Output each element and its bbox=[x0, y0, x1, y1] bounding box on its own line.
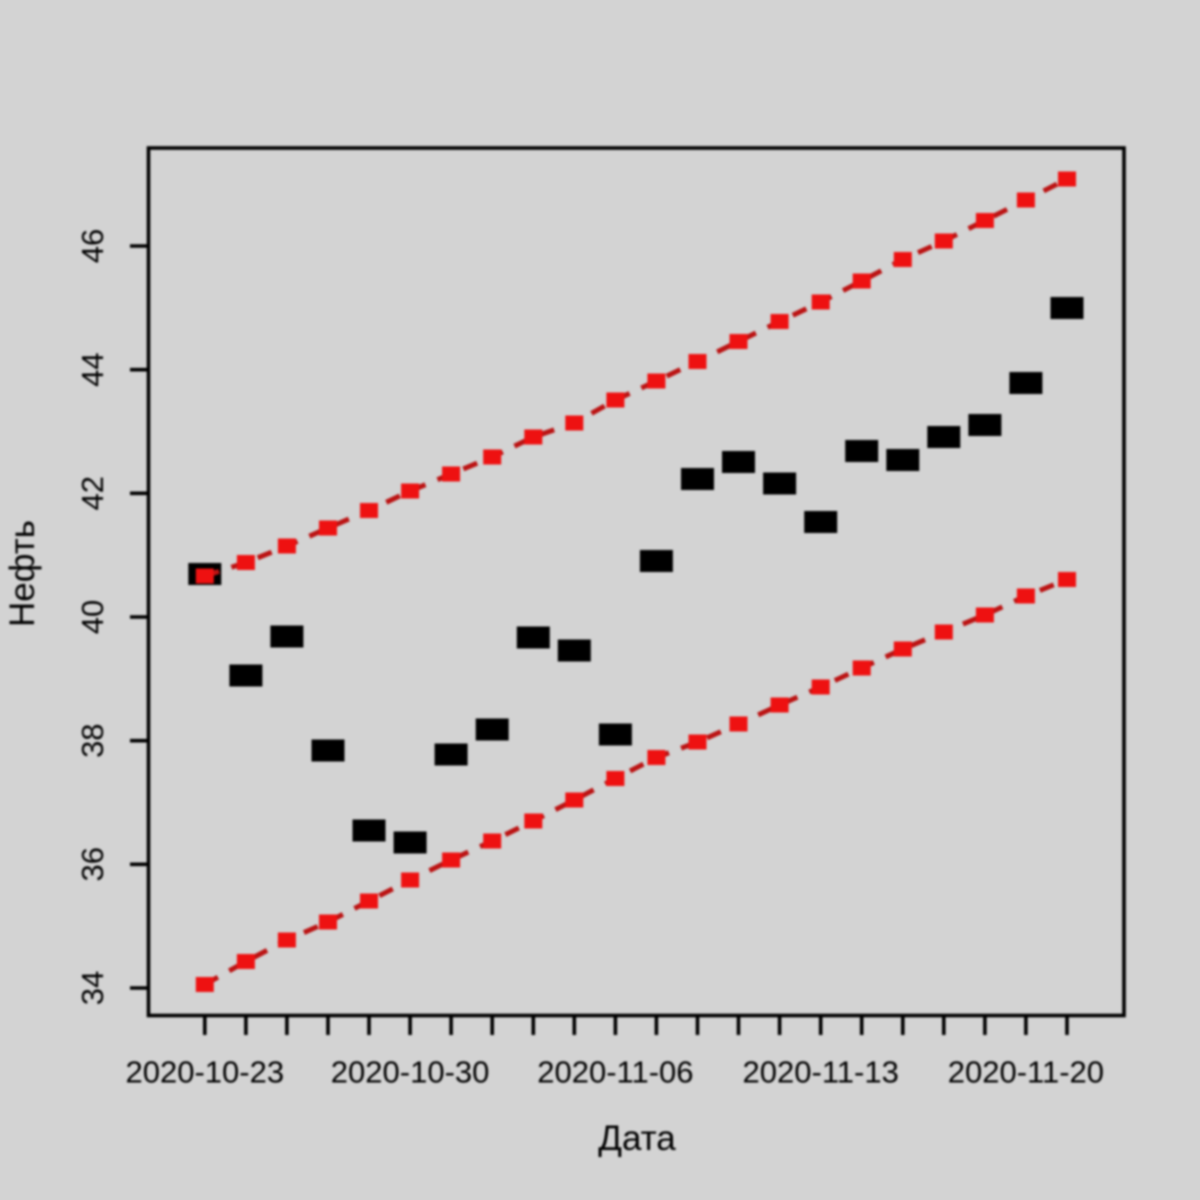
svg-text:2020-10-23: 2020-10-23 bbox=[126, 1055, 285, 1090]
svg-text:38: 38 bbox=[75, 723, 110, 757]
svg-text:2020-11-06: 2020-11-06 bbox=[537, 1055, 693, 1090]
svg-text:44: 44 bbox=[75, 352, 110, 386]
svg-text:2020-11-20: 2020-11-20 bbox=[948, 1055, 1104, 1090]
svg-text:42: 42 bbox=[75, 476, 110, 510]
svg-text:2020-11-13: 2020-11-13 bbox=[743, 1055, 899, 1090]
svg-text:46: 46 bbox=[75, 229, 110, 263]
svg-text:2020-10-30: 2020-10-30 bbox=[331, 1055, 490, 1090]
svg-text:34: 34 bbox=[75, 971, 110, 1005]
svg-text:Нефть: Нефть bbox=[3, 520, 42, 627]
svg-text:40: 40 bbox=[75, 600, 110, 634]
svg-text:Дата: Дата bbox=[598, 1119, 676, 1158]
svg-text:36: 36 bbox=[75, 847, 110, 881]
